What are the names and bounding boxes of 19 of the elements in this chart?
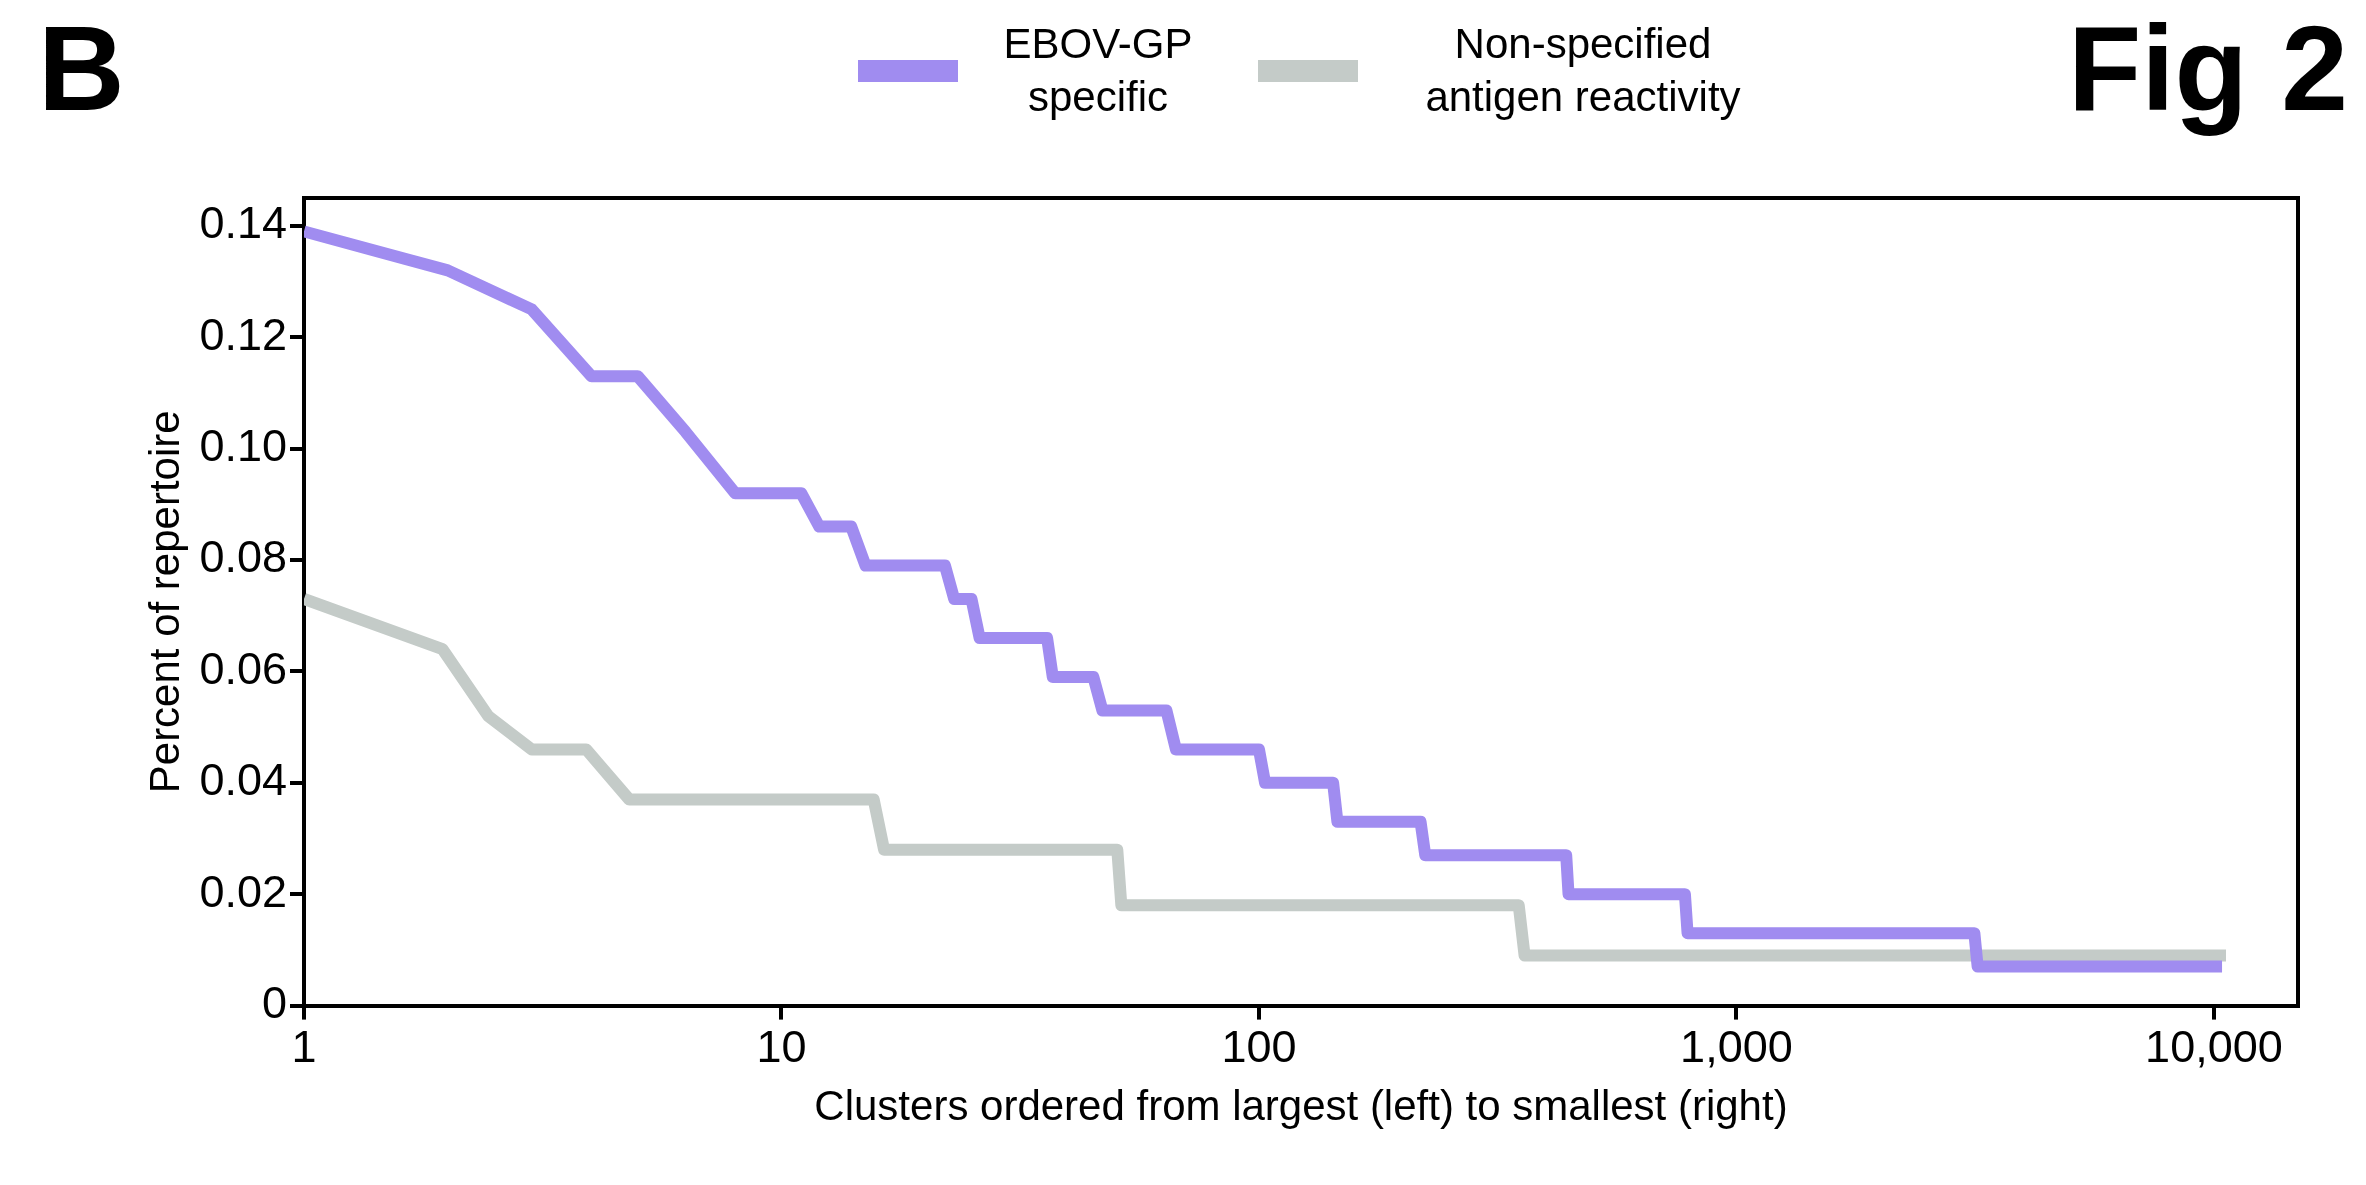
x-tick-label: 1 <box>291 1021 317 1073</box>
text: B <box>38 1 125 135</box>
legend-label: EBOV-GP specific <box>1002 19 1194 122</box>
y-tick-label: 0.14 <box>199 197 287 249</box>
x-tick-label: 1,000 <box>1680 1021 1793 1073</box>
y-axis-title: Percent of repertoire <box>140 410 188 794</box>
y-tick-label: 0.04 <box>199 754 287 806</box>
x-tick-label: 100 <box>1221 1021 1297 1073</box>
x-tick-label: 10,000 <box>2145 1021 2283 1073</box>
y-tick-label: 0.12 <box>199 308 287 360</box>
x-axis-title: Clusters ordered from largest (left) to smallest (right) <box>814 1082 1788 1130</box>
y-tick-label: 0.10 <box>199 420 287 472</box>
caption: Fig 2 <box>2067 1 2348 135</box>
x-tick-label: 10 <box>756 1021 807 1073</box>
y-tick-label: 0.06 <box>199 642 287 694</box>
y-tick-label: 0.02 <box>199 865 287 917</box>
legend-label: Non-specified antigen reactivity <box>1424 19 1742 122</box>
y-tick-label: 0 <box>261 977 287 1029</box>
y-tick-label: 0.08 <box>199 531 287 583</box>
